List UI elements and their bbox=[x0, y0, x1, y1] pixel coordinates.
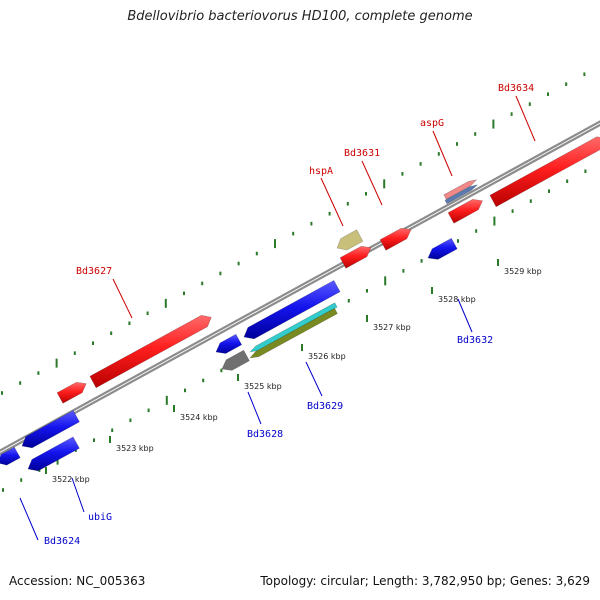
gene-leader-line bbox=[320, 177, 344, 227]
tick-label: 3526 kbp bbox=[308, 352, 346, 361]
gene-label-ubiG: ubiG bbox=[88, 512, 112, 523]
tick-marks: 3522 kbp 3523 kbp 3524 kbp 3525 kbp 3526 kbp… bbox=[1, 72, 587, 492]
gene-leader-line bbox=[515, 95, 536, 142]
gene-arrow-aspG-mid bbox=[444, 184, 478, 205]
gene-arrow-Bd3629 bbox=[249, 307, 338, 359]
gene-leader-line bbox=[361, 160, 383, 206]
gene-arrow-Bd3628 bbox=[221, 349, 250, 371]
gene-leader-line bbox=[432, 130, 453, 177]
gene-arrow-hspA bbox=[339, 245, 372, 269]
backbone-line-lower bbox=[0, 123, 600, 456]
gene-arrow-Bd3627 bbox=[89, 314, 212, 389]
gene-arrow-rev bbox=[21, 410, 80, 449]
gene-leader-line bbox=[457, 298, 473, 333]
genome-summary-text: Topology: circular; Length: 3,782,950 bp… bbox=[260, 574, 590, 588]
gene-labels: Bd3624 ubiG Bd3627 Bd3628 Bd3629 hspA Bd3631 Bd… bbox=[19, 83, 536, 547]
gene-label-Bd3624: Bd3624 bbox=[44, 536, 80, 547]
tick-label: 3529 kbp bbox=[504, 267, 542, 276]
gene-label-Bd3629: Bd3629 bbox=[307, 401, 343, 412]
gene-arrow-Bd3631 bbox=[379, 227, 412, 251]
accession-text: Accession: NC_005363 bbox=[9, 574, 146, 588]
gene-arrow-ubiG bbox=[27, 436, 80, 472]
tick-label: 3527 kbp bbox=[373, 323, 411, 332]
tick-label: 3525 kbp bbox=[244, 382, 282, 391]
map-title: Bdellovibrio bacteriovorus HD100, comple… bbox=[127, 9, 473, 24]
gene-leader-line bbox=[19, 497, 39, 541]
tick-label: 3522 kbp bbox=[52, 475, 90, 484]
gene-leader-line bbox=[112, 278, 133, 319]
gene-features bbox=[0, 136, 600, 472]
tick-label: 3523 kbp bbox=[116, 444, 154, 453]
gene-leader-line bbox=[247, 391, 262, 425]
gene-label-Bd3627: Bd3627 bbox=[76, 266, 112, 277]
genome-backbone bbox=[0, 120, 600, 456]
gene-label-Bd3634: Bd3634 bbox=[498, 83, 534, 94]
gene-arrow-aspG bbox=[447, 198, 484, 224]
gene-arrow-Bd3628-blue bbox=[243, 279, 341, 340]
gene-label-hspA: hspA bbox=[309, 166, 333, 177]
gene-arrow-Bd3624 bbox=[0, 446, 21, 466]
gene-arrow-Bd3634 bbox=[489, 136, 600, 208]
tick-label: 3528 kbp bbox=[438, 295, 476, 304]
gene-leader-line bbox=[71, 477, 85, 513]
gene-label-Bd3632: Bd3632 bbox=[457, 335, 493, 346]
gene-arrow-Bd3629-cyan bbox=[249, 302, 338, 353]
gene-leader-line bbox=[305, 361, 323, 397]
backbone-line-upper bbox=[0, 120, 600, 452]
tick-label: 3524 kbp bbox=[180, 413, 218, 422]
gene-arrow-aspG-top bbox=[443, 179, 478, 200]
gene-arrow-fwd bbox=[56, 381, 87, 404]
gene-arrow-rev-small bbox=[215, 333, 243, 354]
gene-label-aspG: aspG bbox=[420, 118, 444, 129]
gene-arrow-hspA-box bbox=[336, 229, 364, 251]
gene-arrow-Bd3632 bbox=[427, 237, 458, 260]
gene-label-Bd3631: Bd3631 bbox=[344, 148, 380, 159]
gene-label-Bd3628: Bd3628 bbox=[247, 429, 283, 440]
